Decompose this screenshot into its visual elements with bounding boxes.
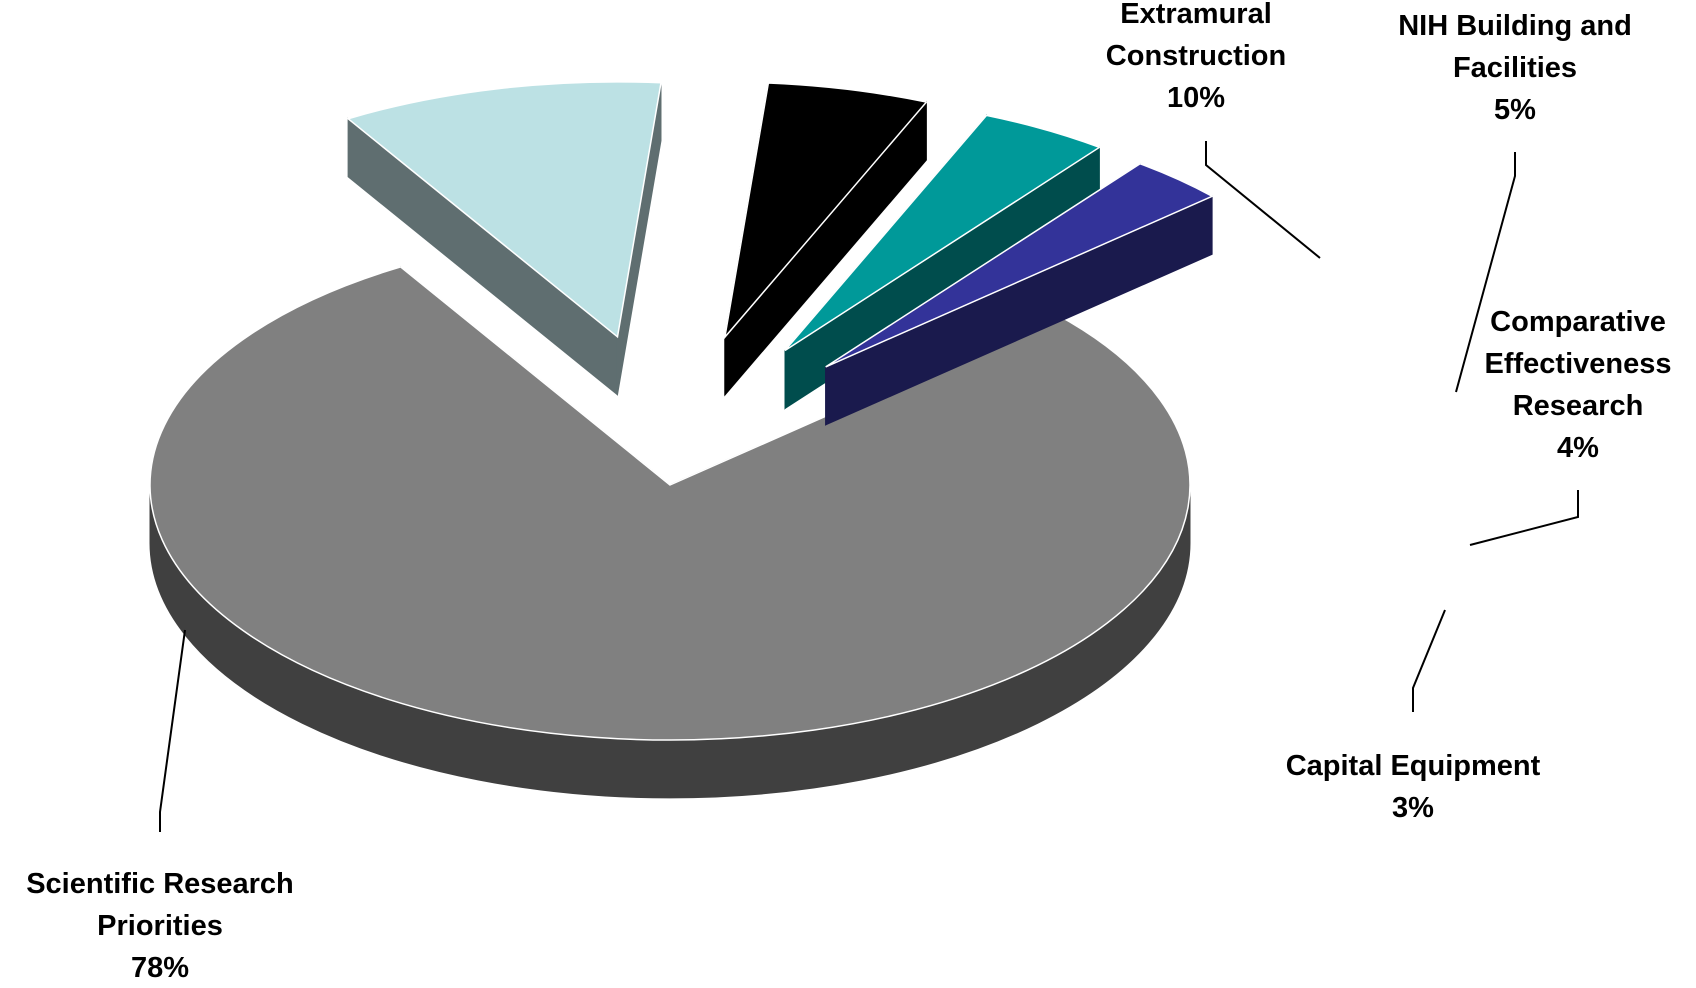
pie-slice-capital-equipment [825, 162, 1214, 426]
slice-name-line: NIH Building and [1398, 10, 1632, 42]
pie-slice-extramural-construction [346, 81, 662, 396]
slice-label-nih-building-and-facilities: NIH Building and Facilities 5% [1398, 10, 1632, 126]
slice-name-line: Research [1513, 390, 1644, 422]
leader-line-nih-building-and-facilities [1455, 152, 1516, 393]
pie-slice-scientific-research-priorities [149, 265, 1191, 799]
slice-name-line: Scientific Research [26, 868, 294, 900]
pie-slices [149, 81, 1214, 799]
leader-line-comparative-effectiveness-research [1469, 490, 1579, 546]
slice-percent: 78% [131, 952, 189, 984]
leader-line-scientific-research-priorities [159, 629, 186, 832]
slice-name-line: Extramural [1120, 0, 1272, 30]
slice-name-line: Facilities [1453, 52, 1577, 84]
slice-name-line: Construction [1106, 40, 1286, 72]
slice-name-line: Comparative [1490, 306, 1666, 338]
slice-name-line: Effectiveness [1485, 348, 1672, 380]
slice-label-capital-equipment: Capital Equipment 3% [1286, 750, 1541, 824]
slice-percent: 5% [1494, 94, 1536, 126]
slice-label-comparative-effectiveness-research: Comparative Effectiveness Research 4% [1485, 306, 1672, 464]
slice-labels: Scientific Research Priorities 78% Extramur… [26, 0, 1671, 984]
slice-percent: 10% [1167, 82, 1225, 114]
leader-line-capital-equipment [1412, 609, 1446, 712]
slice-percent: 4% [1557, 432, 1599, 464]
leader-lines [159, 141, 1579, 832]
slice-top-face [784, 114, 1102, 352]
slice-top-face [723, 82, 928, 340]
slice-percent: 3% [1392, 792, 1434, 824]
slice-top-face [825, 162, 1214, 368]
slice-label-extramural-construction: Extramural Construction 10% [1106, 0, 1286, 114]
leader-line-extramural-construction [1205, 141, 1321, 259]
slice-top-face [149, 266, 1191, 741]
slice-name-line: Capital Equipment [1286, 750, 1541, 782]
slice-label-scientific-research-priorities: Scientific Research Priorities 78% [26, 868, 294, 984]
pie-slice-nih-building-and-facilities [723, 82, 928, 397]
slice-name-line: Priorities [97, 910, 223, 942]
slice-top-face [346, 81, 662, 339]
